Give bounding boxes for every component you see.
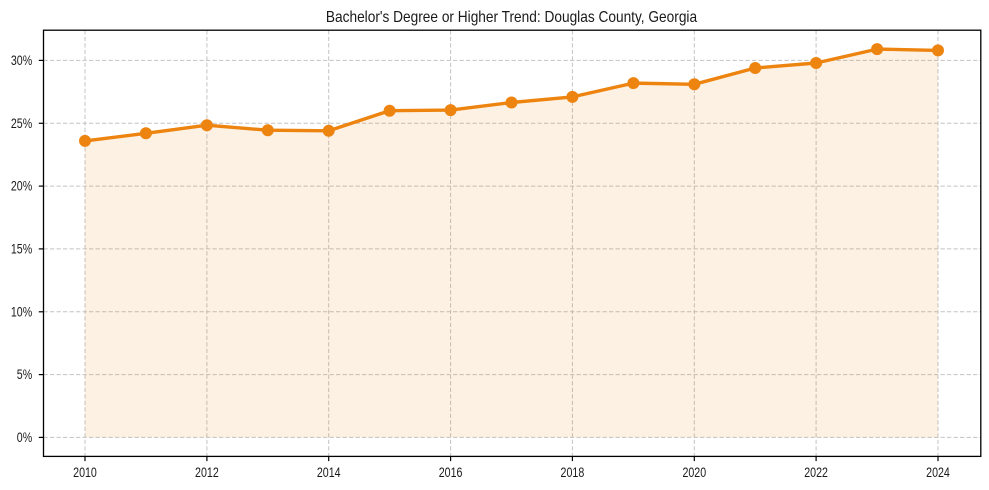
svg-text:10%: 10%: [11, 304, 33, 320]
svg-text:2016: 2016: [439, 465, 463, 481]
svg-text:15%: 15%: [11, 242, 33, 258]
svg-text:2014: 2014: [317, 465, 341, 481]
svg-text:2018: 2018: [561, 465, 585, 481]
svg-text:25%: 25%: [11, 116, 33, 132]
svg-text:2020: 2020: [682, 465, 706, 481]
svg-text:30%: 30%: [11, 53, 33, 69]
svg-text:2012: 2012: [195, 465, 219, 481]
svg-text:2024: 2024: [926, 465, 950, 481]
svg-text:Bachelor's Degree or Higher Tr: Bachelor's Degree or Higher Trend: Dougl…: [326, 9, 697, 26]
svg-text:2010: 2010: [73, 465, 97, 481]
svg-text:5%: 5%: [17, 367, 33, 383]
svg-text:0%: 0%: [17, 430, 33, 446]
svg-text:2022: 2022: [804, 465, 828, 481]
svg-text:20%: 20%: [11, 179, 33, 195]
